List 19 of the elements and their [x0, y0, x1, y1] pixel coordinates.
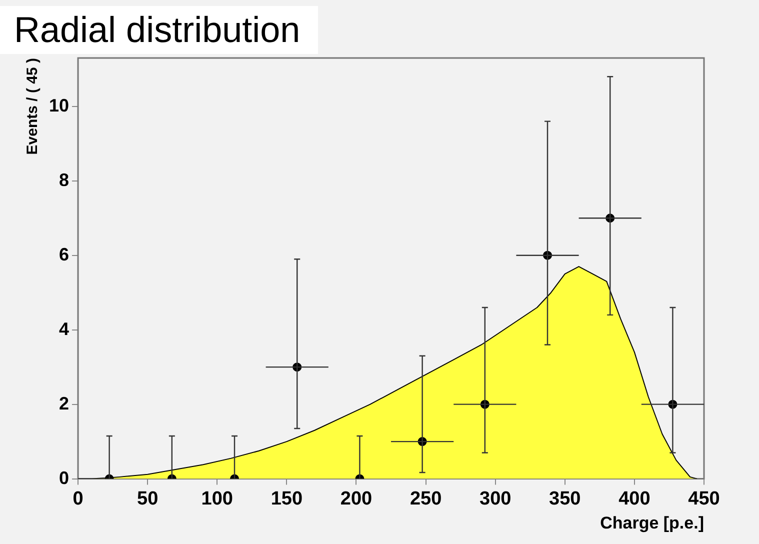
x-tick-label: 400 [618, 488, 650, 510]
x-tick-label: 250 [410, 488, 442, 510]
chart-title: Radial distribution [0, 6, 318, 54]
x-tick-label: 350 [549, 488, 581, 510]
y-tick-label: 2 [59, 393, 70, 414]
x-tick-label: 150 [270, 488, 303, 510]
x-tick-label: 200 [340, 488, 372, 510]
y-tick-label: 0 [59, 468, 70, 488]
x-tick-label: 300 [479, 488, 512, 510]
y-tick-label: 8 [59, 170, 70, 190]
y-tick-label: 6 [59, 244, 70, 264]
y-tick-label: 4 [59, 318, 70, 339]
x-tick-label: 450 [688, 488, 720, 510]
x-tick-label: 100 [201, 488, 233, 510]
x-tick-label: 50 [137, 488, 158, 510]
x-axis-title: Charge [p.e.] [600, 513, 704, 532]
x-tick-label: 0 [72, 488, 84, 510]
y-axis-title: Events / ( 45 ) [24, 58, 42, 155]
y-tick-label: 10 [48, 95, 70, 116]
